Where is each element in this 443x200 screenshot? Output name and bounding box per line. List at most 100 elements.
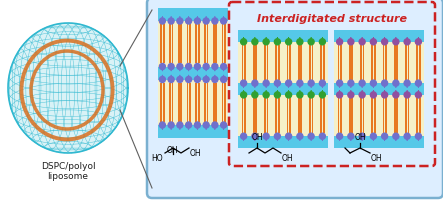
Bar [206,83,208,122]
Circle shape [203,76,209,82]
Bar [419,45,420,80]
Circle shape [381,133,388,139]
Circle shape [297,39,303,45]
Circle shape [274,39,280,45]
Circle shape [203,18,209,24]
Circle shape [221,76,227,82]
Circle shape [404,92,410,98]
Bar [383,98,385,133]
Bar [298,45,299,80]
Circle shape [370,80,377,86]
Bar [371,98,373,133]
Bar [189,24,191,63]
Circle shape [263,80,269,86]
Circle shape [241,133,247,139]
Bar [189,83,191,122]
Circle shape [212,64,218,70]
Bar [241,98,243,133]
Bar [158,66,228,79]
Bar [385,98,387,133]
Bar [416,98,418,133]
Circle shape [177,122,183,128]
Text: OH: OH [190,149,202,158]
Bar [213,83,214,122]
Bar [338,98,339,133]
Circle shape [348,92,354,98]
Circle shape [177,18,183,24]
Text: OH: OH [251,133,263,142]
Bar [320,98,322,133]
Circle shape [359,39,365,45]
Circle shape [177,64,183,70]
Circle shape [159,64,165,70]
Circle shape [404,80,410,86]
Circle shape [393,39,399,45]
Bar [180,24,182,63]
Circle shape [186,18,192,24]
Bar [163,24,165,63]
Bar [253,45,255,80]
Bar [338,45,339,80]
Bar [416,45,418,80]
Text: HO: HO [152,154,163,163]
Circle shape [319,92,325,98]
Circle shape [186,64,192,70]
Bar [394,45,396,80]
Bar [396,45,398,80]
Circle shape [319,39,325,45]
Bar [215,24,217,63]
Circle shape [252,39,258,45]
Circle shape [416,39,421,45]
Circle shape [286,39,291,45]
Bar [405,45,407,80]
Circle shape [308,39,314,45]
Circle shape [297,133,303,139]
Circle shape [404,39,410,45]
Bar [360,98,362,133]
Circle shape [348,39,354,45]
Bar [278,45,280,80]
Bar [394,98,396,133]
Bar [334,30,424,148]
Text: OH: OH [354,133,366,142]
Bar [396,98,398,133]
Ellipse shape [8,23,128,153]
Bar [334,30,424,42]
Circle shape [393,80,399,86]
Bar [187,83,188,122]
Bar [351,98,353,133]
Bar [374,98,376,133]
Text: OH: OH [371,154,383,163]
Circle shape [168,18,174,24]
Circle shape [319,80,325,86]
Bar [169,83,171,122]
Circle shape [416,92,421,98]
Bar [323,98,325,133]
Circle shape [286,133,291,139]
Bar [187,24,188,63]
Circle shape [241,80,247,86]
Bar [255,45,257,80]
Circle shape [370,133,377,139]
Bar [206,24,208,63]
Bar [278,98,280,133]
Circle shape [203,64,209,70]
Circle shape [186,122,192,128]
Bar [287,98,288,133]
Circle shape [252,92,258,98]
Bar [408,98,409,133]
Circle shape [393,133,399,139]
Circle shape [359,80,365,86]
Circle shape [337,133,342,139]
Bar [158,8,228,21]
Circle shape [370,92,377,98]
Circle shape [416,80,421,86]
Bar [163,83,165,122]
Bar [224,83,226,122]
Circle shape [308,133,314,139]
Circle shape [416,133,421,139]
Circle shape [308,80,314,86]
Bar [383,45,385,80]
Circle shape [194,122,200,128]
Circle shape [381,80,388,86]
